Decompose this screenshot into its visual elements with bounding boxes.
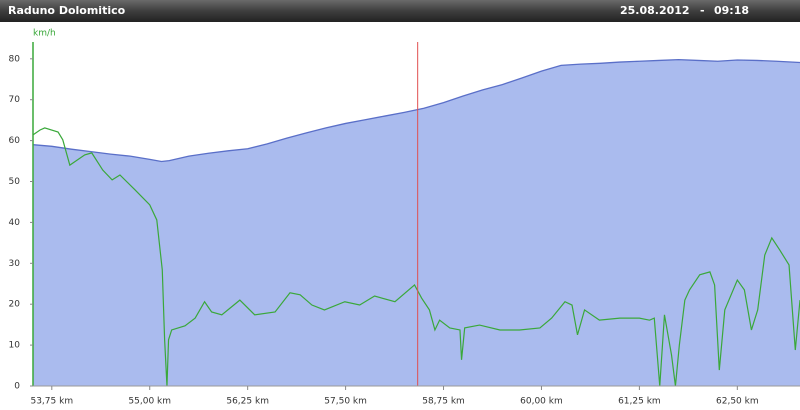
y-tick-label: 80 [9, 54, 21, 64]
header-title: Raduno Dolomitico [8, 4, 126, 17]
y-tick-label: 70 [9, 95, 21, 105]
header-separator: - [700, 4, 705, 17]
y-tick-label: 60 [9, 136, 21, 146]
x-tick-label: 56,25 km [226, 397, 269, 407]
x-tick-label: 61,25 km [618, 397, 661, 407]
x-tick-label: 58,75 km [422, 397, 465, 407]
x-tick-label: 53,75 km [30, 397, 73, 407]
y-unit: km/h [33, 29, 56, 39]
y-tick-label: 50 [9, 177, 21, 187]
speed-line [32, 127, 800, 387]
area-fill [33, 59, 800, 387]
header-date: 25.08.2012 [620, 4, 690, 17]
y-tick-label: 30 [9, 259, 21, 269]
y-tick-label: 20 [9, 300, 21, 310]
x-tick-label: 62,50 km [716, 397, 759, 407]
x-tick-label: 60,00 km [520, 397, 563, 407]
area-line [32, 58, 800, 163]
header-time: 09:18 [714, 4, 749, 17]
x-tick-label: 57,50 km [324, 397, 367, 407]
header-bar [0, 0, 800, 22]
header: Raduno Dolomitico 25.08.2012 - 09:18 [0, 0, 800, 22]
y-tick-label: 10 [9, 341, 21, 351]
x-tick-label: 55,00 km [128, 397, 171, 407]
y-tick-label: 40 [9, 218, 21, 228]
y-tick-label: 0 [14, 382, 20, 392]
